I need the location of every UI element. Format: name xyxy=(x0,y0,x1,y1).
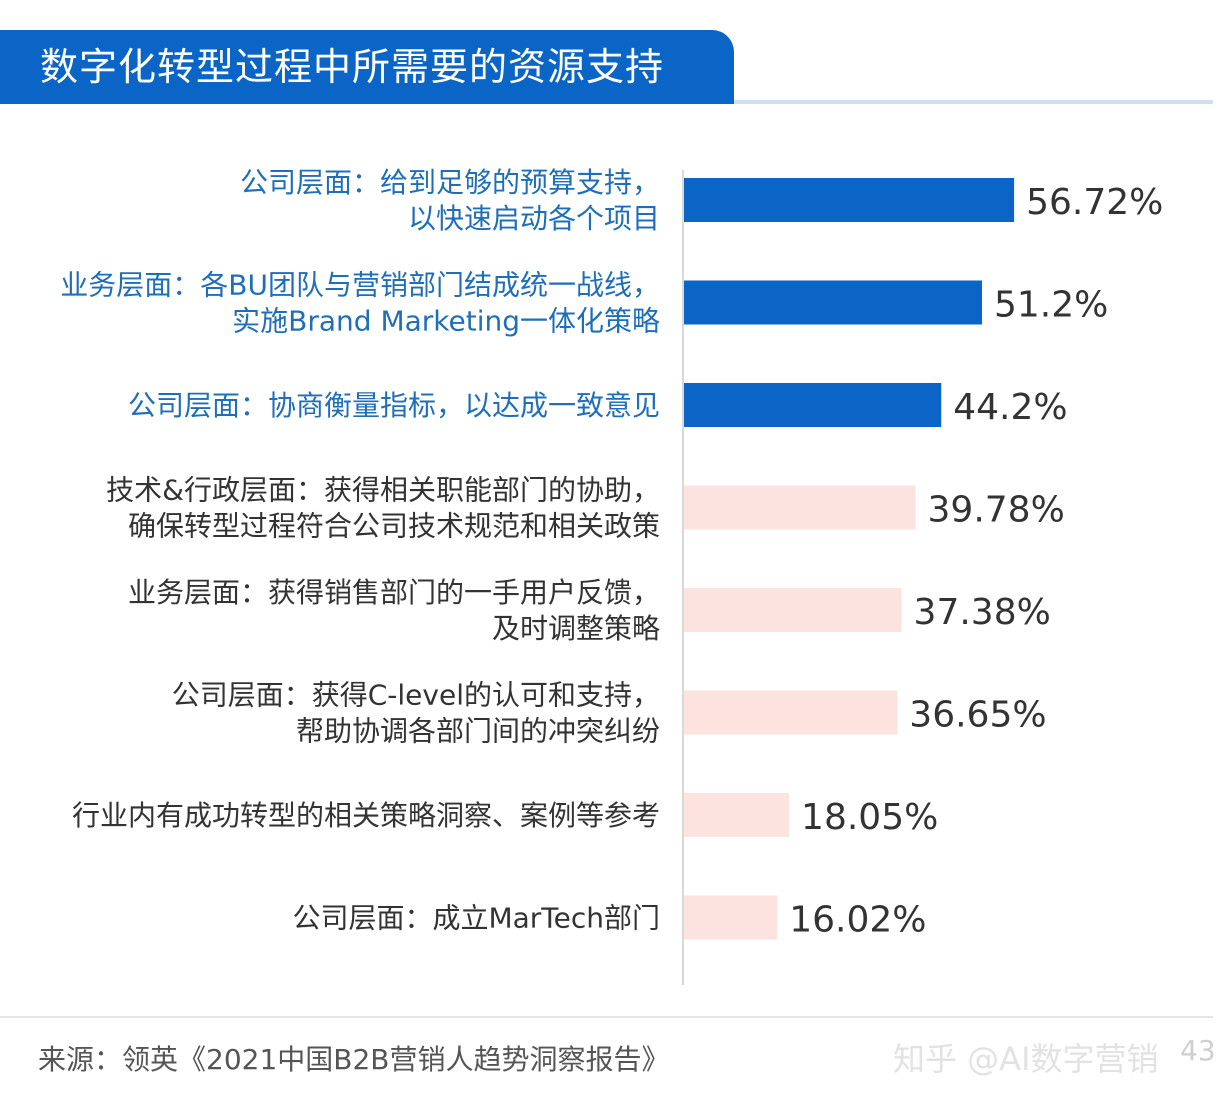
bar-7 xyxy=(684,793,790,837)
category-label-4-line-1: 技术&行政层面：获得相关职能部门的协助， xyxy=(106,474,660,507)
category-label-6-line-2: 帮助协调各部门间的冲突纠纷 xyxy=(296,715,660,748)
value-label-5: 37.38% xyxy=(914,592,1051,633)
category-label-5-line-1: 业务层面：获得销售部门的一手用户反馈， xyxy=(128,576,660,609)
bar-2 xyxy=(684,280,982,325)
bar-1 xyxy=(684,178,1015,222)
bar-3 xyxy=(684,383,942,427)
value-label-8: 16.02% xyxy=(789,900,926,941)
bar-8 xyxy=(684,895,778,940)
footer-divider xyxy=(0,1016,1213,1018)
chart-title: 数字化转型过程中所需要的资源支持 xyxy=(40,45,665,89)
source-note: 来源：领英《2021中国B2B营销人趋势洞察报告》 xyxy=(38,1043,670,1076)
watermark: 知乎 @AI数字营销 xyxy=(893,1040,1159,1078)
category-label-5-line-2: 及时调整策略 xyxy=(492,612,660,645)
header-banner: 数字化转型过程中所需要的资源支持 xyxy=(0,30,734,104)
category-label-4-line-2: 确保转型过程符合公司技术规范和相关政策 xyxy=(128,510,660,543)
value-label-1: 56.72% xyxy=(1026,182,1163,223)
category-label-7-line-1: 行业内有成功转型的相关策略洞察、案例等参考 xyxy=(72,799,660,832)
value-label-6: 36.65% xyxy=(909,695,1046,736)
value-label-7: 18.05% xyxy=(801,797,938,838)
category-label-6-line-1: 公司层面：获得C-level的认可和支持， xyxy=(172,679,660,712)
bar-6 xyxy=(684,690,898,735)
value-label-4: 39.78% xyxy=(928,490,1065,531)
bar-5 xyxy=(684,588,902,632)
bar-chart: 56.72% 公司层面：给到足够的预算支持，以快速启动各个项目 51.2% 业务层面：… xyxy=(60,166,1163,985)
category-label-1-line-1: 公司层面：给到足够的预算支持， xyxy=(240,166,660,199)
category-label-3-line-1: 公司层面：协商衡量指标，以达成一致意见 xyxy=(128,389,660,422)
category-label-2-line-1: 业务层面：各BU团队与营销部门结成统一战线， xyxy=(60,269,660,302)
category-label-2-line-2: 实施Brand Marketing一体化策略 xyxy=(232,305,660,338)
page-number: 43 xyxy=(1180,1034,1216,1067)
value-label-2: 51.2% xyxy=(994,285,1108,326)
category-label-8-line-1: 公司层面：成立MarTech部门 xyxy=(292,902,660,935)
bar-4 xyxy=(684,485,916,530)
value-label-3: 44.2% xyxy=(953,387,1067,428)
category-label-1-line-2: 以快速启动各个项目 xyxy=(408,202,660,235)
